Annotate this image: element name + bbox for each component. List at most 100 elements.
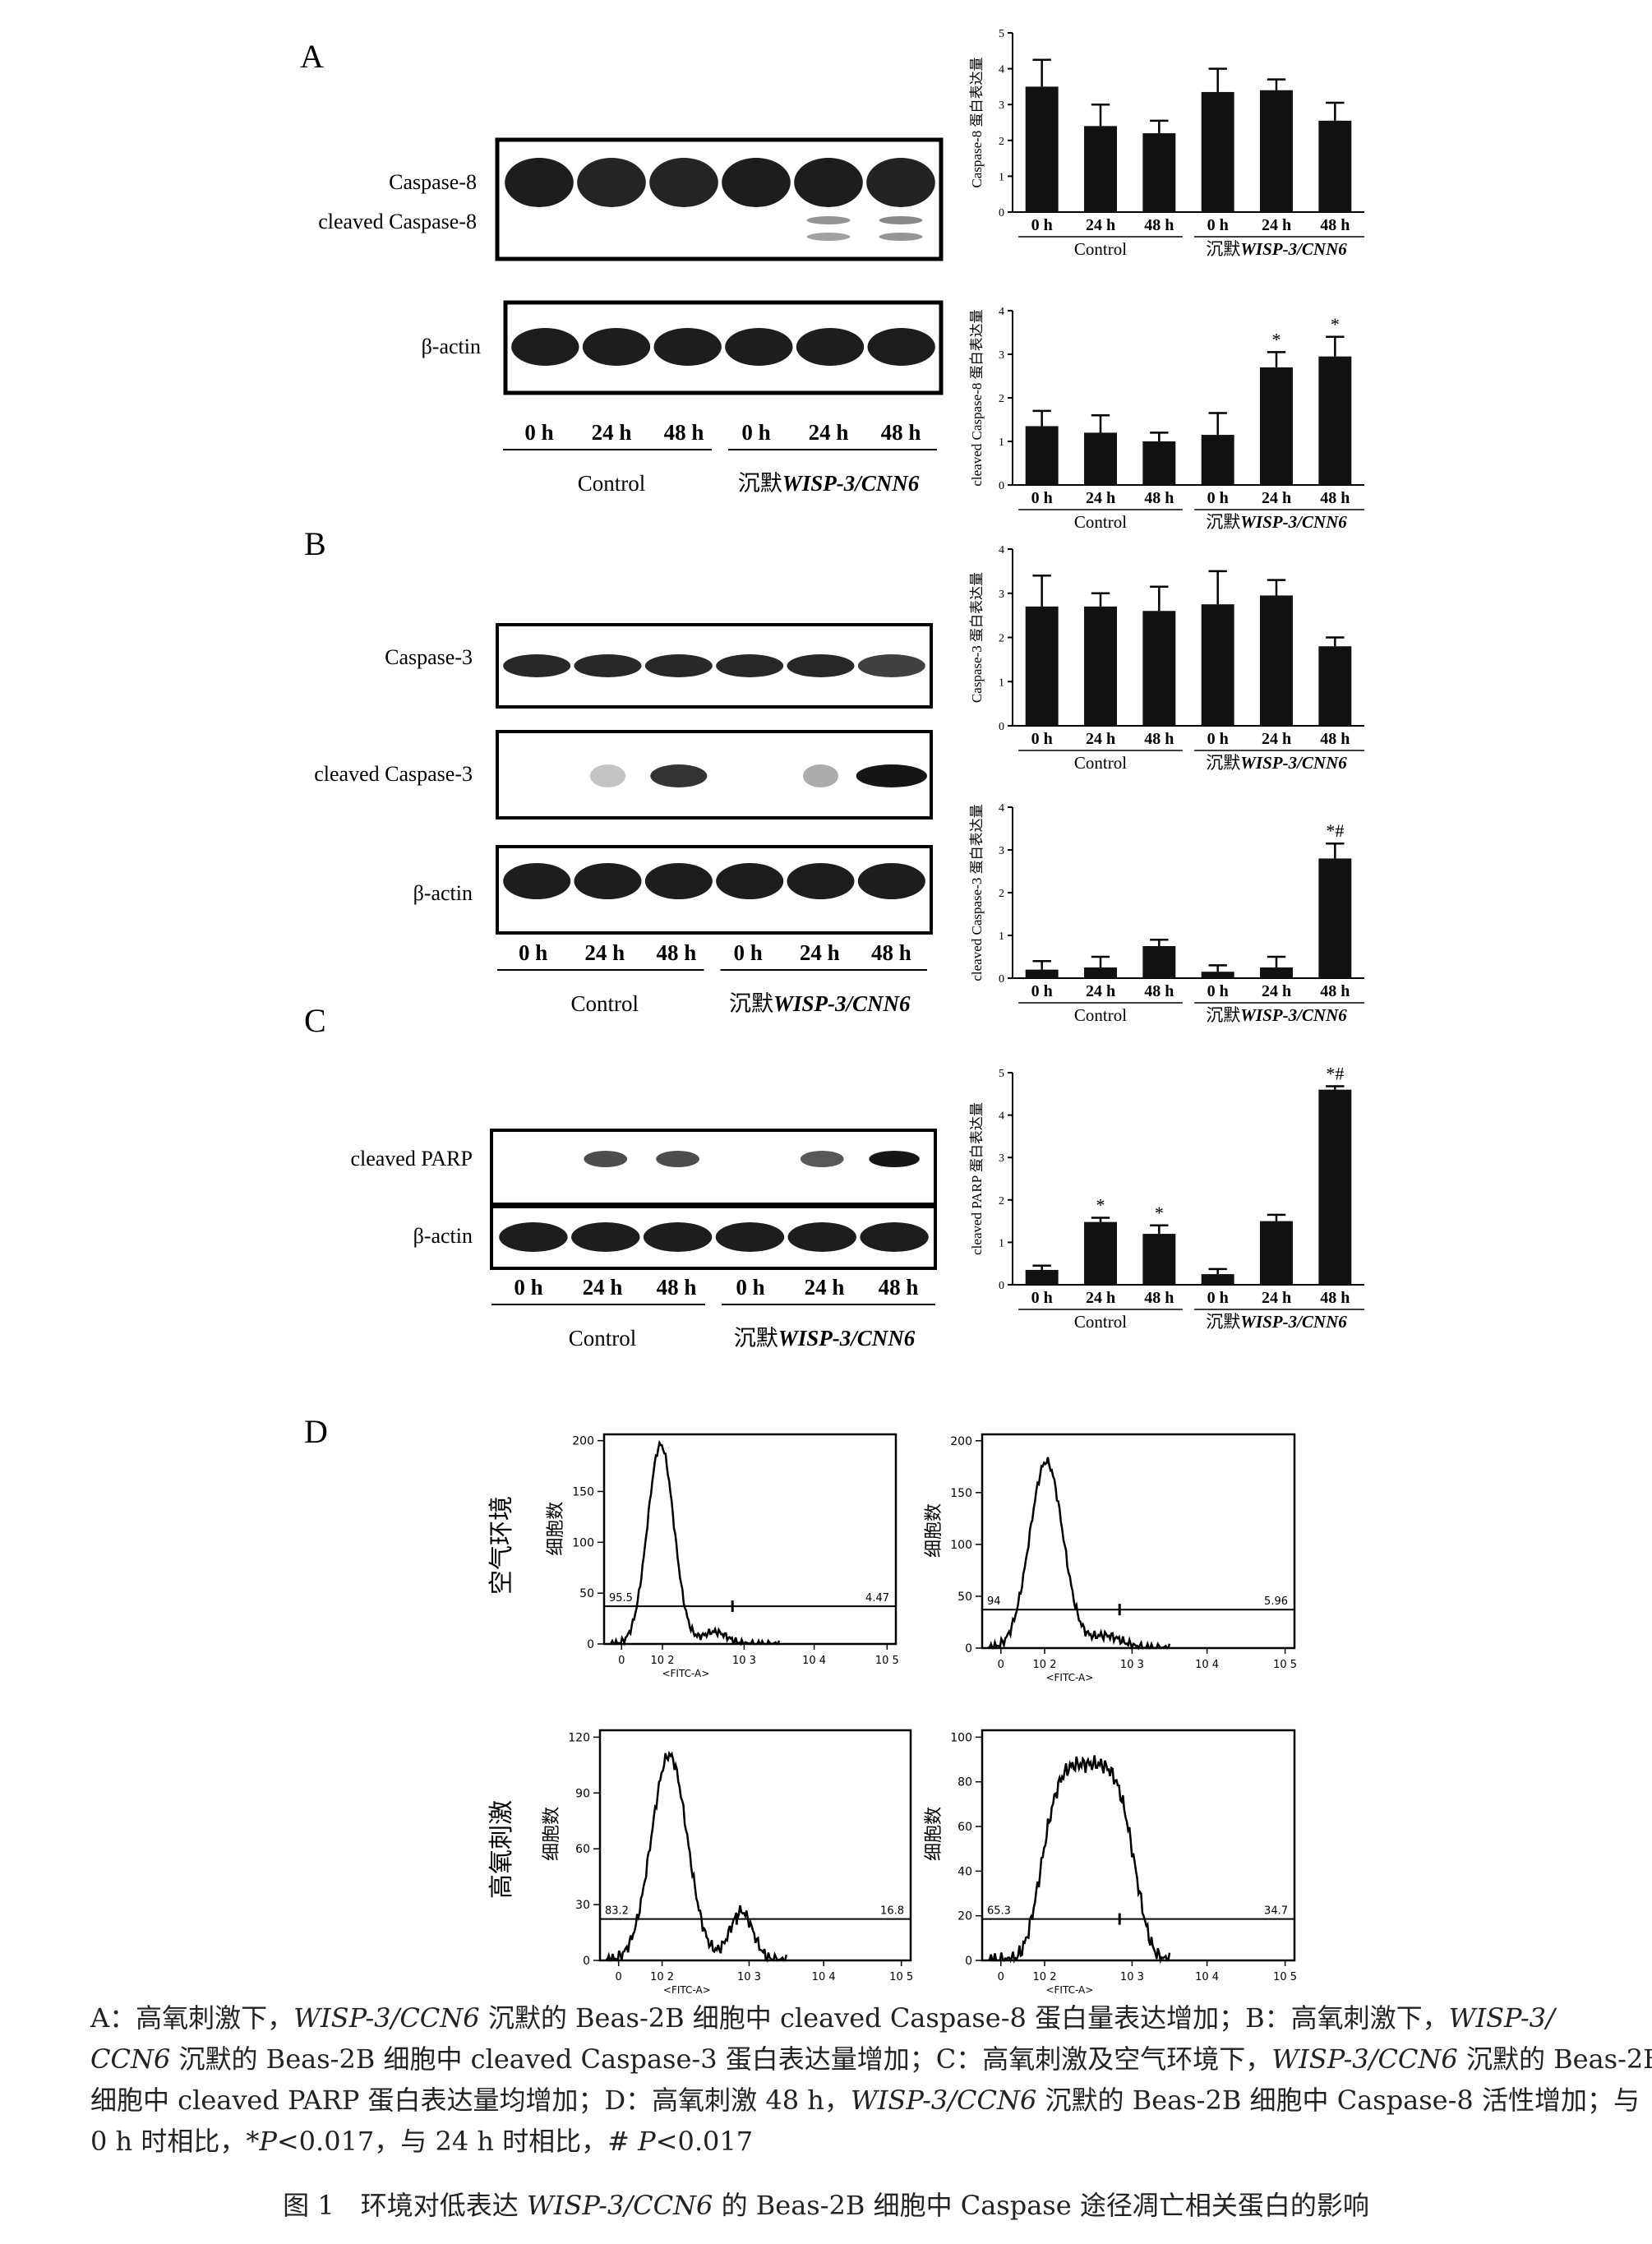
x-tick-label: 10 4 [1195,1971,1219,1983]
y-tick-label: 1 [999,1237,1004,1249]
x-tick-label: 48 h [1320,982,1350,1000]
bar [1318,356,1352,485]
x-tick-label: 48 h [1144,982,1174,1000]
blot-band [571,1222,640,1252]
figure-title-text: 图 1 环境对低表达 [283,2190,527,2221]
y-tick-label: 0 [587,1638,594,1651]
caption-gene: CCN6 [90,2043,171,2075]
y-tick-label: 0 [583,1955,590,1968]
plot-frame [981,1729,1296,1962]
panel-letter-d: D [304,1413,328,1450]
x-tick-label: 10 4 [812,1971,836,1983]
bar [1084,432,1117,485]
group-label-prefix: 沉默 [729,991,773,1016]
panel-letter-c: C [304,1002,326,1039]
blot-band [716,863,784,899]
histogram-curve [987,1457,1171,1652]
x-tick-label: 0 h [1031,1289,1053,1307]
group-label-gene: WISP-3/CNN6 [1240,239,1347,259]
bar [1201,604,1234,726]
bar [1084,1221,1117,1285]
x-tick-label: 24 h [1262,216,1291,234]
bar [1142,441,1176,485]
y-tick-label: 30 [575,1899,590,1912]
group-label-silenced: 沉默WISP-3/CNN6 [729,991,911,1016]
panel-letter-b: B [304,525,326,562]
blot-band [653,328,722,366]
blot-band [866,158,935,207]
y-tick-label: 0 [965,1642,972,1655]
x-tick-label: 10 4 [1195,1659,1219,1671]
significance-mark: * [1272,329,1281,349]
blot-band [505,158,574,207]
blot-band [725,328,793,366]
figure-title-gene: WISP-3/CCN6 [526,2190,713,2221]
x-tick-label: 24 h [1086,216,1115,234]
x-tick-label: 0 h [1207,489,1229,507]
x-tick-label: 10 2 [650,1971,674,1983]
x-tick-label: 10 3 [1120,1659,1144,1671]
x-tick-label: 0 h [1207,1289,1229,1307]
group-label-prefix: 沉默 [1206,1312,1240,1332]
y-tick-label: 2 [999,136,1004,148]
blot-band [715,1222,785,1252]
panel-letter-a: A [300,38,324,75]
bar [1260,90,1293,212]
blot-band [656,1151,699,1167]
caption-gene: WISP-3/CCN6 [850,2085,1037,2116]
blot-c-lanes: 0 h 24 h 48 h 0 h 24 h 48 h Control 沉默WISP-3/CN… [491,1275,935,1351]
caption-text: A：高氧刺激下， [90,2002,294,2034]
x-tick-label: 10 5 [875,1655,899,1667]
plot-frame [981,1433,1296,1650]
group-label-control: Control [1074,1005,1127,1025]
y-tick-label: 2 [999,888,1004,900]
group-label-silenced: 沉默WISP-3/CNN6 [1206,1005,1347,1025]
x-axis-label: <FITC-A> [1045,1984,1093,1996]
gate-left-value: 83.2 [605,1905,629,1918]
y-tick-label: 100 [950,1539,972,1552]
blot-c-bands-parp [584,1151,920,1167]
lane-label: 0 h [514,1275,542,1300]
bar [1142,133,1176,212]
blot-band [649,158,718,207]
gate-right-value: 5.96 [1264,1595,1288,1608]
bar-chart-caspase3: 0 1 2 3 4 Caspase-3 蛋白表达量 0 h 24 h 48 h 0 h 24 h 48… [969,544,1364,773]
y-tick-label: 100 [572,1536,594,1549]
bar [1084,967,1117,978]
x-tick-label: 24 h [1086,489,1115,507]
y-tick-label: 1 [999,676,1004,689]
y-axis-label: 细胞数 [546,1502,566,1556]
blot-band [722,158,791,207]
blot-a-bands-caspase8 [505,158,935,241]
y-tick-label: 80 [958,1776,972,1789]
y-tick-label: 90 [575,1787,590,1800]
gate-right-value: 16.8 [880,1905,904,1918]
group-label-silenced: 沉默WISP-3/CNN6 [738,471,920,496]
gate-right-value: 4.47 [865,1592,889,1605]
significance-mark: * [1331,314,1340,335]
group-label-gene: WISP-3/CNN6 [1240,1005,1347,1025]
y-axis-label: Caspase-3 蛋白表达量 [969,572,985,703]
y-tick-label: 4 [999,544,1004,556]
group-label-control: Control [1074,239,1127,259]
caption-line-4: 0 h 时相比，*P<0.017，与 24 h 时相比，# P<0.017 [90,2121,1603,2162]
caption-text: 细胞中 cleaved PARP 蛋白表达量均增加；D：高氧刺激 48 h， [90,2085,851,2116]
x-tick-label: 0 [618,1655,625,1667]
y-tick-label: 2 [999,633,1004,645]
y-axis-label: 细胞数 [924,1503,944,1558]
lane-label: 24 h [800,940,840,965]
x-tick-label: 0 h [1207,982,1229,1000]
lane-label: 48 h [879,1275,919,1300]
blot-band [499,1222,568,1252]
blot-band [802,764,839,787]
histogram-curve [605,1750,788,1963]
y-tick-label: 0 [999,480,1004,492]
blot-band [860,1222,929,1252]
group-label-gene: WISP-3/CNN6 [1240,512,1347,532]
x-tick-label: 48 h [1144,216,1174,234]
x-tick-label: 0 h [1031,982,1053,1000]
x-tick-label: 10 3 [737,1971,761,1983]
gate-left-value: 95.5 [609,1592,633,1605]
blot-band [856,764,928,787]
blot-c: cleaved PARP β-actin 0 h 24 h 48 h 0 h 24 h 4… [350,1129,937,1351]
